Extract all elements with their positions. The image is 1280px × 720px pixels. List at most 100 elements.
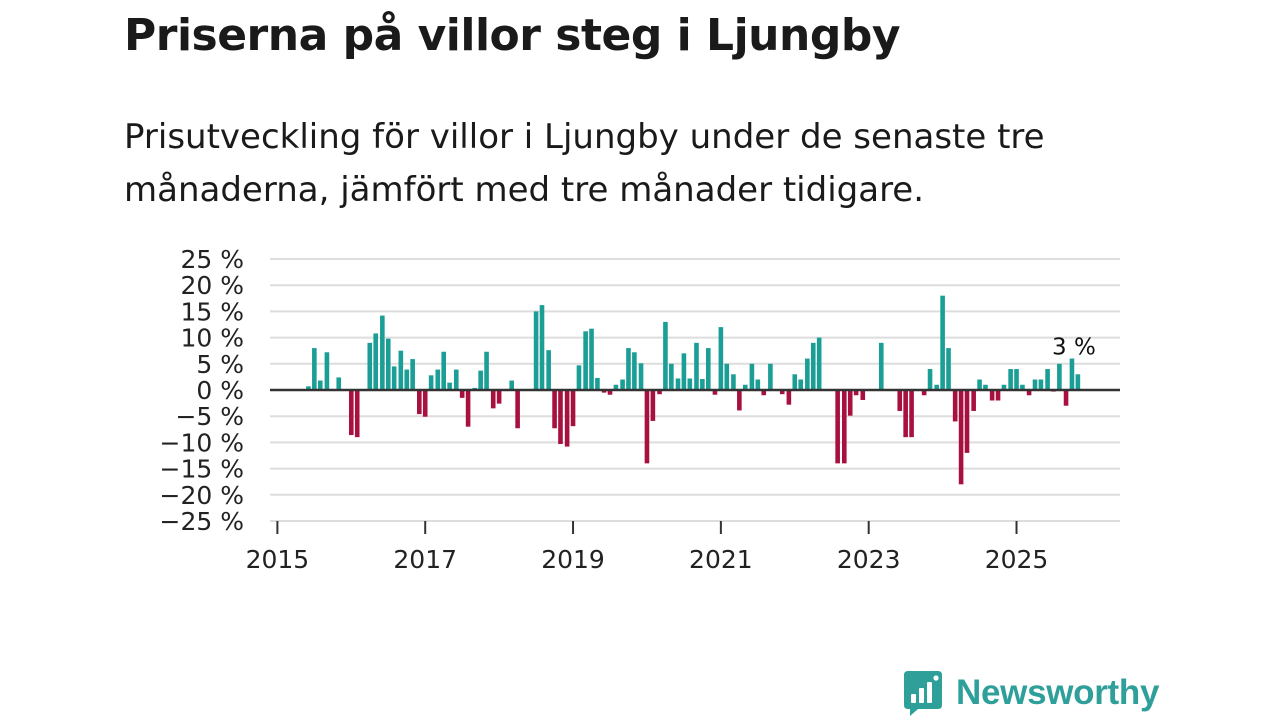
bar: [447, 382, 452, 390]
bar: [835, 390, 840, 464]
bar: [724, 363, 730, 390]
bar: [798, 379, 803, 390]
bar: [1069, 358, 1075, 390]
bar: [465, 390, 471, 427]
bar: [842, 390, 847, 464]
bar: [441, 351, 446, 390]
bar: [816, 337, 822, 390]
bar: [805, 358, 810, 390]
bar: [1063, 390, 1069, 406]
bar: [952, 390, 958, 422]
bar: [878, 342, 884, 390]
bar: [576, 365, 582, 390]
bar: [595, 377, 600, 390]
bar: [533, 311, 539, 390]
bar: [1026, 390, 1032, 396]
bar: [964, 390, 970, 453]
bar: [435, 369, 441, 390]
bar: [749, 363, 755, 390]
bar: [657, 390, 662, 395]
y-tick-label: −10 %: [160, 428, 244, 457]
bar: [601, 390, 607, 393]
y-tick-label: 20 %: [180, 271, 244, 300]
bar: [317, 380, 323, 390]
bar: [1075, 374, 1081, 390]
bar: [731, 374, 736, 390]
bar: [570, 390, 576, 427]
bar: [737, 390, 742, 411]
bar: [478, 370, 483, 390]
bar: [391, 366, 397, 390]
brand-name: Newsworthy: [956, 673, 1160, 712]
bar: [367, 342, 373, 390]
bar: [650, 390, 656, 421]
bar: [921, 390, 927, 396]
bar: [644, 390, 650, 464]
bar: [564, 390, 570, 447]
x-tick-label: 2023: [837, 545, 901, 574]
bar: [484, 351, 489, 390]
bar: [354, 390, 360, 438]
bar: [742, 384, 748, 390]
bar: [792, 374, 798, 390]
bar: [989, 390, 995, 401]
bar: [546, 350, 551, 390]
bar: [847, 390, 853, 416]
bar: [613, 384, 619, 390]
bar: [810, 342, 816, 390]
bar: [539, 305, 545, 390]
bar: [1057, 363, 1062, 390]
bar: [1001, 384, 1007, 390]
bar: [669, 363, 674, 390]
bar: [404, 369, 410, 390]
bar: [958, 390, 964, 485]
bar: [417, 390, 422, 415]
bar: [712, 390, 718, 395]
x-tick-label: 2015: [246, 545, 310, 574]
bar: [607, 390, 613, 395]
bar: [700, 379, 705, 390]
y-tick-label: 0 %: [196, 376, 244, 405]
bar: [977, 379, 982, 390]
bar-chart-speech-bubble-icon: [904, 671, 942, 716]
bar: [779, 390, 785, 395]
bar: [755, 379, 761, 390]
bar: [515, 390, 520, 429]
bar: [385, 338, 391, 390]
tick-labels: 25 %20 %15 %10 %5 %0 %−5 %−10 %−15 %−20 …: [160, 245, 1049, 574]
bar: [552, 390, 557, 429]
bar: [496, 390, 502, 404]
bar: [903, 390, 908, 438]
bar: [312, 348, 317, 390]
bar: [971, 390, 976, 411]
bar: [336, 377, 342, 390]
bar: [927, 369, 933, 390]
bar: [983, 384, 988, 390]
bar: [509, 380, 514, 390]
bar: [589, 328, 594, 390]
bar: [761, 390, 767, 396]
bars: [306, 295, 1081, 485]
bar: [349, 390, 354, 436]
bar: [860, 390, 866, 400]
bar: [706, 348, 711, 390]
bar: [459, 390, 465, 398]
bar: [380, 315, 385, 390]
bar: [626, 348, 631, 390]
bar: [453, 369, 459, 390]
bar: [940, 295, 945, 390]
bar: [934, 384, 939, 390]
bar: [1045, 369, 1050, 390]
bar: [1032, 379, 1038, 390]
y-tick-label: 5 %: [196, 350, 244, 379]
x-tick-label: 2019: [541, 545, 605, 574]
bar: [687, 378, 693, 390]
bar: [675, 378, 681, 390]
bar: [490, 390, 496, 409]
bar: [1014, 369, 1019, 390]
latest-value-annotation: 3 %: [1052, 335, 1096, 361]
bar: [373, 333, 378, 390]
bar: [946, 348, 951, 390]
bar: [324, 352, 330, 390]
newsworthy-brand: Newsworthy: [902, 670, 1159, 716]
